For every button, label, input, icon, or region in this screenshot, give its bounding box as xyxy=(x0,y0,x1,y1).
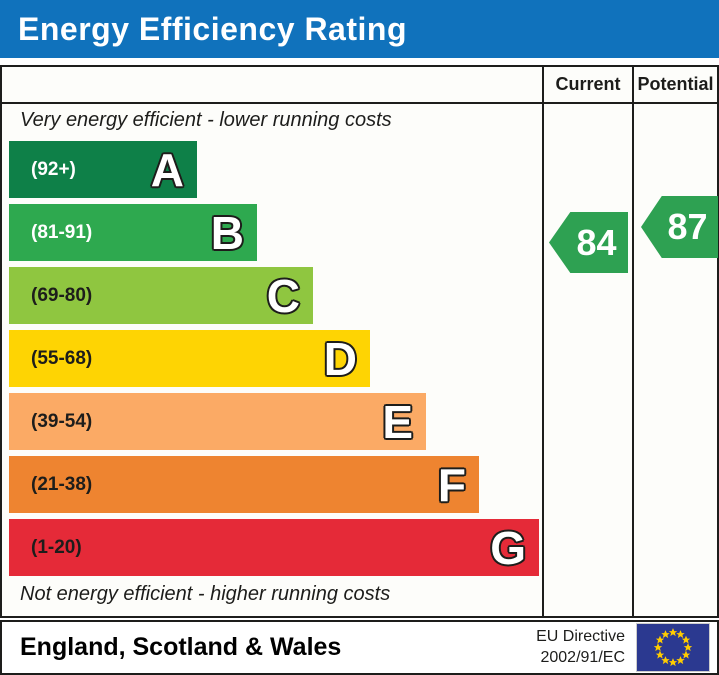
eu-flag-icon xyxy=(636,623,710,672)
band-letter: C xyxy=(266,269,300,322)
band-row-b: (81-91) B xyxy=(9,204,257,261)
band-range-label: (92+) xyxy=(31,158,76,180)
eu-directive-text: EU Directive 2002/91/EC xyxy=(536,627,637,669)
band-letter: G xyxy=(490,521,526,574)
band-letter: F xyxy=(437,458,466,511)
eu-directive-line1: EU Directive xyxy=(536,627,625,645)
band-range-label: (21-38) xyxy=(31,473,93,495)
column-divider-potential xyxy=(632,67,634,616)
region-label: England, Scotland & Wales xyxy=(20,633,342,661)
eu-directive-line2: 2002/91/EC xyxy=(540,648,625,666)
potential-column-header: Potential xyxy=(637,74,714,94)
column-divider-current xyxy=(542,67,544,616)
title-banner: Energy Efficiency Rating xyxy=(0,0,719,58)
band-row-f: (21-38) F xyxy=(9,456,479,513)
current-column-header: Current xyxy=(555,74,621,94)
band-range-label: (1-20) xyxy=(31,536,82,558)
footer-bar: England, Scotland & Wales EU Directive 2… xyxy=(0,620,719,675)
top-note: Very energy efficient - lower running co… xyxy=(20,109,392,131)
current-rating-value: 84 xyxy=(576,221,617,263)
band-row-g: (1-20) G xyxy=(9,519,539,576)
band-range-label: (39-54) xyxy=(31,410,93,432)
band-letter: E xyxy=(382,395,413,448)
band-range-label: (69-80) xyxy=(31,284,93,306)
band-letter: B xyxy=(210,206,244,259)
band-letter: D xyxy=(323,332,357,385)
bottom-note: Not energy efficient - higher running co… xyxy=(20,583,391,605)
band-row-c: (69-80) C xyxy=(9,267,313,324)
band-range-label: (55-68) xyxy=(31,347,93,369)
rating-table: Current Potential Very energy efficient … xyxy=(0,65,719,618)
band-row-e: (39-54) E xyxy=(9,393,426,450)
potential-rating-value: 87 xyxy=(667,206,708,247)
band-row-a: (92+) A xyxy=(9,141,197,198)
band-row-d: (55-68) D xyxy=(9,330,370,387)
header-row-divider xyxy=(2,102,717,104)
band-letter: A xyxy=(150,143,184,196)
band-range-label: (81-91) xyxy=(31,221,93,243)
page-title: Energy Efficiency Rating xyxy=(18,10,407,47)
